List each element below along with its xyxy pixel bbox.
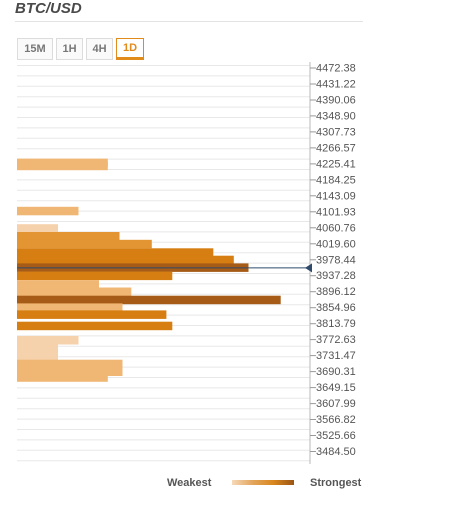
timeframe-tabs: 15M 1H 4H 1D — [17, 38, 144, 60]
tab-15m[interactable]: 15M — [17, 38, 53, 60]
strength-bar — [17, 359, 123, 369]
price-tick-label: 4060.76 — [316, 222, 356, 234]
price-tick-label: 3854.96 — [316, 302, 356, 314]
price-tick-label: 3896.12 — [316, 286, 356, 298]
strength-bar — [17, 367, 123, 376]
strength-bar — [17, 280, 99, 289]
price-tick-label: 3813.79 — [316, 318, 356, 330]
strength-bar — [17, 232, 120, 241]
price-tick-label: 4225.41 — [316, 158, 356, 170]
strength-bar — [17, 321, 173, 331]
price-tick-label: 3690.31 — [316, 366, 356, 378]
price-tick-label: 4390.06 — [316, 95, 356, 107]
strength-bar — [17, 255, 234, 265]
tab-1h[interactable]: 1H — [56, 38, 83, 60]
strength-bar — [17, 295, 281, 305]
price-tick-label: 4307.73 — [316, 126, 356, 138]
chart-title: BTC/USD — [15, 0, 82, 17]
price-tick-label: 4019.60 — [316, 238, 356, 250]
legend-gradient — [232, 480, 294, 485]
price-tick-label: 3525.66 — [316, 430, 356, 442]
strength-bar — [17, 344, 58, 353]
strength-bar — [17, 224, 58, 233]
price-tick-label: 4472.38 — [316, 63, 356, 75]
tab-1d[interactable]: 1D — [116, 38, 144, 60]
strength-bar — [17, 161, 108, 171]
price-tick-label: 3649.15 — [316, 382, 356, 394]
price-tick-label: 4184.25 — [316, 174, 356, 186]
legend-weakest-label: Weakest — [167, 477, 212, 489]
strength-bar — [17, 206, 79, 216]
price-tick-label: 4101.93 — [316, 206, 356, 218]
legend-strongest-label: Strongest — [310, 477, 362, 489]
price-tick-label: 3484.50 — [316, 446, 356, 458]
strength-bar — [17, 336, 79, 345]
price-tick-label: 3772.63 — [316, 334, 356, 346]
strength-bar — [17, 239, 152, 249]
strength-bar — [17, 303, 123, 312]
strength-bar — [17, 271, 173, 281]
strength-bar — [17, 310, 167, 319]
price-tick-label: 4143.09 — [316, 190, 356, 202]
price-tick-label: 4431.22 — [316, 79, 356, 91]
price-tick-label: 3937.28 — [316, 270, 356, 282]
price-tick-label: 3978.44 — [316, 254, 356, 266]
strength-bar — [17, 287, 132, 296]
price-tick-label: 4266.57 — [316, 142, 356, 154]
tab-4h[interactable]: 4H — [86, 38, 113, 60]
strength-bar — [17, 351, 58, 361]
strength-bar — [17, 248, 214, 257]
price-tick-label: 3566.82 — [316, 414, 356, 426]
title-divider — [15, 21, 363, 22]
current-price-marker — [305, 263, 312, 273]
price-tick-label: 4348.90 — [316, 110, 356, 122]
strength-bar — [17, 373, 108, 382]
price-tick-label: 3607.99 — [316, 398, 356, 410]
price-tick-label: 3731.47 — [316, 350, 356, 362]
